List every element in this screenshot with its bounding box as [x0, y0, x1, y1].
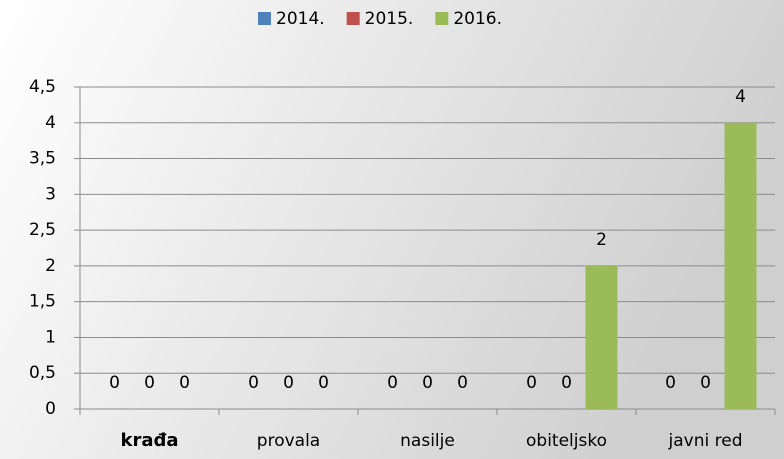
legend-label: 2016.	[453, 9, 502, 29]
data-label: 0	[109, 373, 120, 393]
data-label: 0	[387, 373, 398, 393]
y-tick-label: 1	[45, 327, 56, 347]
y-tick-label: 0,5	[29, 363, 56, 383]
data-label: 0	[179, 373, 190, 393]
legend-swatch	[258, 12, 271, 25]
x-tick-label: javni red	[668, 431, 743, 451]
data-label: 0	[144, 373, 155, 393]
legend-label: 2014.	[276, 9, 325, 29]
y-tick-label: 3,5	[29, 149, 56, 169]
bar	[585, 265, 618, 409]
data-label: 0	[283, 373, 294, 393]
data-label: 0	[457, 373, 468, 393]
y-tick-label: 2,5	[29, 220, 56, 240]
y-tick-label: 0	[45, 399, 56, 419]
data-label: 2	[596, 230, 607, 250]
data-label: 4	[735, 87, 746, 107]
y-tick-label: 1,5	[29, 292, 56, 312]
legend-swatch	[346, 12, 360, 25]
x-tick-label: obiteljsko	[526, 431, 607, 451]
legend-swatch	[435, 12, 449, 25]
legend-label: 2015.	[365, 9, 414, 29]
bar	[724, 122, 757, 410]
x-tick-label: nasilje	[400, 431, 455, 451]
data-label: 0	[526, 373, 537, 393]
x-tick-label: krađa	[120, 430, 178, 451]
data-label: 0	[665, 373, 676, 393]
y-tick-label: 3	[45, 184, 56, 204]
y-tick-label: 4	[45, 113, 56, 133]
data-label: 0	[318, 373, 329, 393]
data-label: 0	[700, 373, 711, 393]
data-label: 0	[248, 373, 259, 393]
x-tick-label: provala	[257, 431, 320, 451]
data-label: 0	[561, 373, 572, 393]
data-label: 0	[422, 373, 433, 393]
y-tick-label: 2	[45, 256, 56, 276]
y-tick-label: 4,5	[29, 77, 56, 97]
